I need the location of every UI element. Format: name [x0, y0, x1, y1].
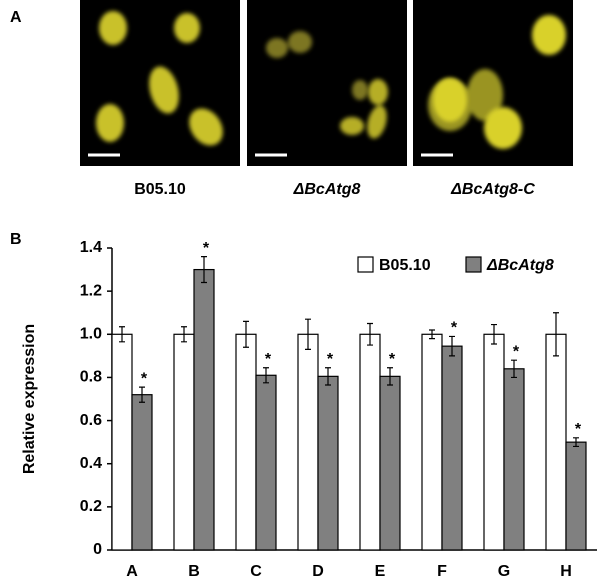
legend-swatch: [465, 256, 482, 273]
cell: [99, 11, 127, 45]
significance-mark: *: [575, 421, 582, 438]
bar: [193, 268, 215, 551]
significance-mark: *: [389, 351, 396, 368]
cell: [352, 80, 368, 100]
cell: [467, 69, 503, 121]
bar: [111, 333, 133, 551]
micrograph: [80, 0, 240, 166]
error-bar: [387, 367, 393, 386]
significance-mark: *: [327, 351, 334, 368]
error-bar: [263, 367, 269, 384]
error-bar: [429, 329, 435, 340]
cell: [96, 104, 124, 142]
bar: [297, 333, 319, 551]
cells: [433, 15, 566, 149]
y-tick-label: 1.4: [80, 239, 102, 256]
bar: [565, 441, 587, 551]
bar: [441, 345, 463, 551]
x-tick-label: F: [437, 563, 447, 580]
cells: [340, 79, 388, 139]
error-bar: [139, 386, 145, 403]
image-caption: ΔBcAtg8-C: [450, 181, 535, 198]
bar: [359, 333, 381, 551]
bar: [503, 368, 525, 551]
cell: [433, 78, 467, 122]
error-bar: [449, 335, 455, 357]
cells: [266, 31, 368, 100]
cell: [484, 107, 522, 149]
x-tick-label: G: [498, 563, 510, 580]
significance-mark: *: [141, 370, 148, 387]
y-tick-label: 1.2: [80, 282, 102, 299]
panel-label: A: [10, 9, 22, 26]
error-bar: [243, 320, 249, 348]
bar: [421, 333, 443, 551]
y-tick-label: 0: [93, 541, 102, 558]
legend-label: ΔBcAtg8: [486, 257, 554, 274]
significance-mark: *: [451, 320, 458, 337]
error-bar: [201, 256, 207, 284]
error-bar: [181, 326, 187, 343]
error-bar: [511, 359, 517, 379]
micrograph: [247, 0, 407, 166]
cell: [532, 15, 566, 55]
significance-mark: *: [513, 343, 520, 360]
y-tick-label: 0.4: [80, 455, 102, 472]
error-bar: [305, 318, 311, 350]
x-tick-label: C: [250, 563, 262, 580]
y-tick-label: 0.8: [80, 369, 102, 386]
x-tick-label: B: [188, 563, 200, 580]
cell: [266, 38, 288, 58]
y-tick-label: 1.0: [80, 326, 102, 343]
panel-label: B: [10, 231, 22, 248]
cell: [368, 79, 388, 105]
error-bar: [491, 323, 497, 345]
error-bar: [573, 437, 579, 448]
y-tick-label: 0.2: [80, 498, 102, 515]
bar: [545, 333, 567, 551]
x-tick-label: E: [375, 563, 386, 580]
legend-label: B05.10: [379, 257, 431, 274]
cell: [340, 117, 364, 135]
micrograph: [413, 0, 573, 166]
bar: [483, 333, 505, 551]
y-axis-label: Relative expression: [21, 324, 38, 474]
x-tick-label: H: [560, 563, 572, 580]
x-tick-label: A: [126, 563, 138, 580]
cells: [96, 11, 223, 146]
image-caption: ΔBcAtg8: [293, 181, 361, 198]
cell: [189, 108, 223, 146]
bar: [379, 375, 401, 551]
x-tick-label: D: [312, 563, 324, 580]
cell: [288, 31, 312, 53]
cell: [149, 66, 179, 114]
cell: [174, 13, 200, 43]
error-bar: [367, 322, 373, 346]
bar: [255, 374, 277, 551]
significance-mark: *: [203, 240, 210, 257]
legend-swatch: [357, 256, 374, 273]
y-tick-label: 0.6: [80, 412, 102, 429]
error-bar: [119, 326, 125, 343]
bar: [235, 333, 257, 551]
significance-mark: *: [265, 351, 272, 368]
image-caption: B05.10: [134, 181, 186, 198]
error-bar: [553, 312, 559, 357]
bar: [317, 375, 339, 551]
error-bar: [325, 367, 331, 386]
bar: [131, 394, 153, 551]
bar: [173, 333, 195, 551]
cell: [367, 105, 387, 139]
